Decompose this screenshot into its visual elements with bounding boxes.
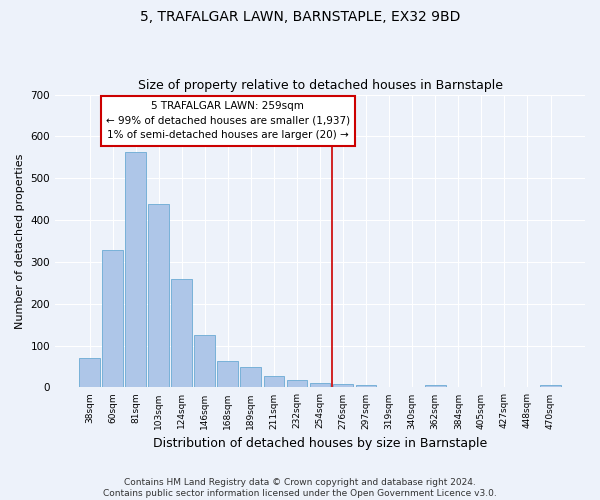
Bar xyxy=(310,383,331,388)
Bar xyxy=(102,250,123,388)
Bar xyxy=(241,366,261,388)
Bar xyxy=(217,361,238,388)
Bar xyxy=(540,386,561,388)
Text: 5 TRAFALGAR LAWN: 259sqm
← 99% of detached houses are smaller (1,937)
1% of semi: 5 TRAFALGAR LAWN: 259sqm ← 99% of detach… xyxy=(106,101,350,140)
Bar xyxy=(332,384,353,388)
X-axis label: Distribution of detached houses by size in Barnstaple: Distribution of detached houses by size … xyxy=(153,437,487,450)
Bar xyxy=(194,335,215,388)
Title: Size of property relative to detached houses in Barnstaple: Size of property relative to detached ho… xyxy=(137,79,503,92)
Bar xyxy=(356,385,376,388)
Bar xyxy=(425,386,446,388)
Text: 5, TRAFALGAR LAWN, BARNSTAPLE, EX32 9BD: 5, TRAFALGAR LAWN, BARNSTAPLE, EX32 9BD xyxy=(140,10,460,24)
Bar xyxy=(263,376,284,388)
Bar xyxy=(172,280,192,388)
Bar xyxy=(125,152,146,388)
Text: Contains HM Land Registry data © Crown copyright and database right 2024.
Contai: Contains HM Land Registry data © Crown c… xyxy=(103,478,497,498)
Bar xyxy=(148,204,169,388)
Y-axis label: Number of detached properties: Number of detached properties xyxy=(15,154,25,328)
Bar xyxy=(79,358,100,388)
Bar xyxy=(287,380,307,388)
